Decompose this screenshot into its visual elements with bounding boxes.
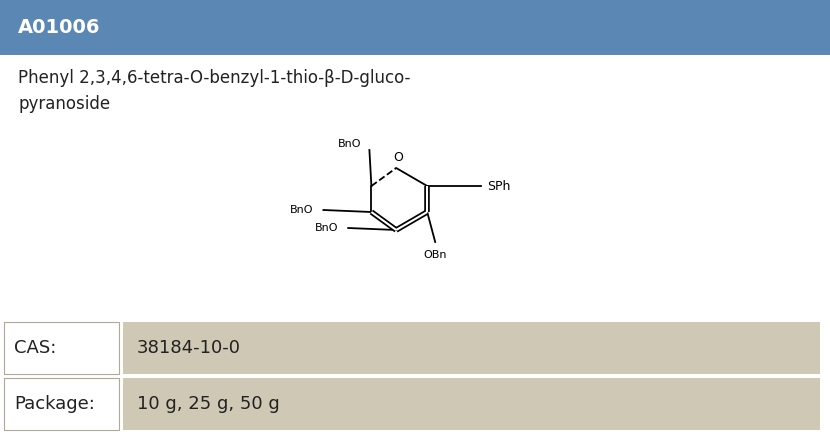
FancyBboxPatch shape	[4, 322, 119, 374]
FancyBboxPatch shape	[123, 322, 820, 374]
FancyBboxPatch shape	[0, 0, 830, 55]
Text: CAS:: CAS:	[14, 339, 56, 357]
Text: Phenyl 2,3,4,6-tetra-O-benzyl-1-thio-β-D-gluco-: Phenyl 2,3,4,6-tetra-O-benzyl-1-thio-β-D…	[18, 69, 410, 87]
Text: SPh: SPh	[487, 180, 510, 193]
Text: OBn: OBn	[423, 250, 447, 260]
Text: 10 g, 25 g, 50 g: 10 g, 25 g, 50 g	[137, 395, 280, 413]
Text: O: O	[393, 151, 403, 164]
Text: 38184-10-0: 38184-10-0	[137, 339, 241, 357]
Text: BnO: BnO	[338, 139, 361, 149]
Text: Package:: Package:	[14, 395, 95, 413]
Text: pyranoside: pyranoside	[18, 95, 110, 113]
Text: A01006: A01006	[18, 18, 100, 37]
FancyBboxPatch shape	[123, 378, 820, 430]
FancyBboxPatch shape	[4, 378, 119, 430]
Text: BnO: BnO	[315, 223, 338, 233]
Text: BnO: BnO	[290, 205, 314, 215]
